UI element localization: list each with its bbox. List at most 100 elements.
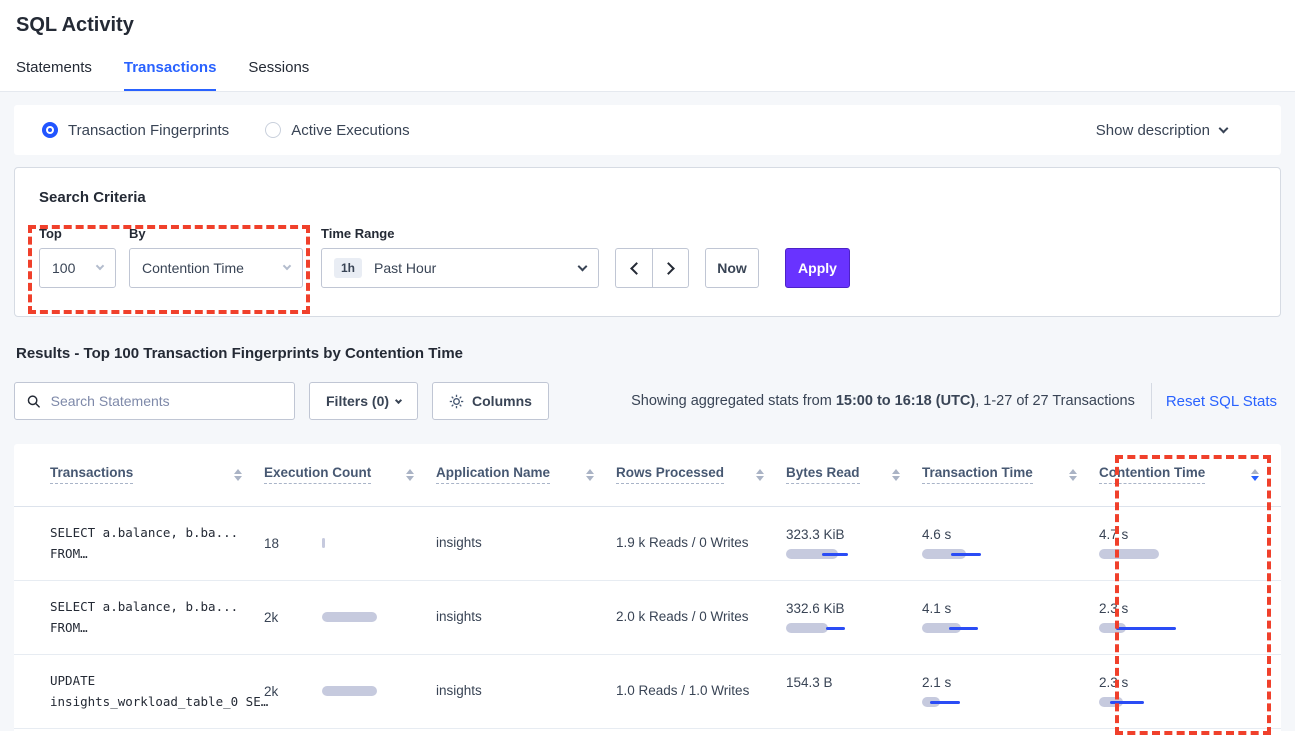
columns-label: Columns [472,393,532,409]
bytes-read-value: 154.3 B [786,675,833,690]
tab-bar: Statements Transactions Sessions [16,59,1279,91]
chevron-down-icon [282,261,292,271]
contention-time-bar [1099,697,1179,707]
table-row: SELECT a.balance, b.ba... FROM… 2k insigh… [14,580,1281,655]
tab-sessions[interactable]: Sessions [248,59,310,76]
chevron-down-icon [95,261,105,271]
column-header-transaction-time[interactable]: Transaction Time [922,465,1033,485]
table-row: SELECT a.balance, b.ba... FROM… 18 insigh… [14,506,1281,581]
column-header-contention-time[interactable]: Contention Time [1099,465,1206,485]
chevron-down-icon [577,261,588,271]
results-toolbar: Filters (0) Columns Showing aggregated s… [14,382,1281,420]
transaction-time-bar [922,697,1002,707]
radio-transaction-fingerprints[interactable]: Transaction Fingerprints [42,122,229,139]
filters-button[interactable]: Filters (0) [309,382,419,420]
bytes-read-value: 323.3 KiB [786,527,845,542]
bytes-read-bar [786,623,866,633]
by-label: By [129,226,146,241]
sort-toggle[interactable] [1069,468,1077,481]
execution-count-value: 2k [264,609,279,625]
time-range-select[interactable]: 1h Past Hour [321,248,599,288]
show-description-toggle[interactable]: Show description [1096,122,1253,139]
column-header-transactions[interactable]: Transactions [50,465,134,485]
contention-time-value: 2.3 s [1099,675,1129,690]
bytes-read-value: 332.6 KiB [786,601,845,616]
tab-statements[interactable]: Statements [16,59,92,76]
radio-selected-icon[interactable] [42,122,58,138]
by-value: Contention Time [142,260,244,276]
chevron-down-icon [394,396,403,404]
application-name-value: insights [436,683,482,698]
transaction-fingerprint-link[interactable]: SELECT a.balance, b.ba... FROM… [50,524,239,561]
prev-time-button[interactable] [615,248,652,288]
transaction-time-value: 4.6 s [922,527,952,542]
column-header-rows-processed[interactable]: Rows Processed [616,465,725,485]
rows-processed-value: 1.0 Reads / 1.0 Writes [616,683,750,698]
transaction-fingerprint-link[interactable]: SELECT a.balance, b.ba... FROM… [50,598,239,635]
application-name-value: insights [436,609,482,624]
search-statements-box[interactable] [14,382,295,420]
column-header-execution-count[interactable]: Execution Count [264,465,372,485]
transaction-fingerprint-link[interactable]: UPDATE insights_workload_table_0 SE… [50,672,269,709]
columns-button[interactable]: Columns [432,382,549,420]
execution-count-bar [322,686,390,696]
divider [1150,383,1152,419]
contention-time-value: 4.7 s [1099,527,1129,542]
chevron-left-icon [629,261,643,275]
top-label: Top [39,226,62,241]
execution-count-value: 18 [264,535,280,551]
transactions-table: Transactions Execution Count Application… [14,444,1281,732]
page-title: SQL Activity [16,14,134,36]
reset-sql-stats-link[interactable]: Reset SQL Stats [1165,392,1277,410]
app-header: SQL Activity Statements Transactions Ses… [0,0,1295,92]
rows-processed-value: 1.9 k Reads / 0 Writes [616,535,749,550]
contention-time-bar [1099,549,1179,559]
now-button[interactable]: Now [705,248,759,288]
radio-label: Transaction Fingerprints [68,121,230,139]
execution-count-value: 2k [264,683,279,699]
search-icon [27,394,40,408]
view-toggle-strip: Transaction Fingerprints Active Executio… [14,105,1281,155]
radio-active-executions[interactable]: Active Executions [265,121,410,139]
sort-toggle[interactable] [406,468,414,481]
sort-toggle[interactable] [586,468,594,481]
transaction-time-value: 4.1 s [922,601,952,616]
time-nav-group [615,248,689,288]
top-field: Top 100 [39,226,116,288]
apply-button[interactable]: Apply [785,248,850,288]
tab-transactions[interactable]: Transactions [123,59,217,91]
bytes-read-bar [786,549,866,559]
top-value: 100 [52,260,76,276]
column-header-bytes-read[interactable]: Bytes Read [786,465,860,485]
transaction-time-value: 2.1 s [922,675,952,690]
execution-count-bar [322,612,390,622]
time-range-badge: 1h [334,258,363,278]
sort-toggle[interactable] [234,468,242,481]
top-select[interactable]: 100 [39,248,116,288]
gear-icon [449,394,464,409]
sort-toggle[interactable] [756,468,764,481]
aggregated-stats-text: Showing aggregated stats from 15:00 to 1… [631,393,1135,409]
search-criteria-title: Search Criteria [39,189,146,206]
column-header-application-name[interactable]: Application Name [436,465,551,485]
table-row: UPDATE insights_workload_table_0 SE… 2k i… [14,654,1281,729]
execution-count-bar [322,538,390,548]
sort-toggle-active[interactable] [1251,468,1259,481]
page-content: Transaction Fingerprints Active Executio… [0,92,1295,732]
time-range-value: Past Hour [374,260,437,276]
radio-label: Active Executions [291,121,410,139]
next-time-button[interactable] [652,248,689,288]
search-statements-input[interactable] [50,393,282,409]
table-header-row: Transactions Execution Count Application… [14,444,1281,507]
sort-toggle[interactable] [892,468,900,481]
transaction-time-bar [922,549,1002,559]
rows-processed-value: 2.0 k Reads / 0 Writes [616,609,749,624]
time-range-label: Time Range [321,226,395,241]
application-name-value: insights [436,535,482,550]
filters-label: Filters (0) [326,393,390,409]
by-select[interactable]: Contention Time [129,248,303,288]
time-range-field: Time Range 1h Past Hour [321,226,599,288]
search-criteria-panel: Search Criteria Top 100 By Contention Ti… [14,167,1281,317]
radio-unselected-icon[interactable] [265,122,282,138]
by-field: By Contention Time [129,226,303,288]
